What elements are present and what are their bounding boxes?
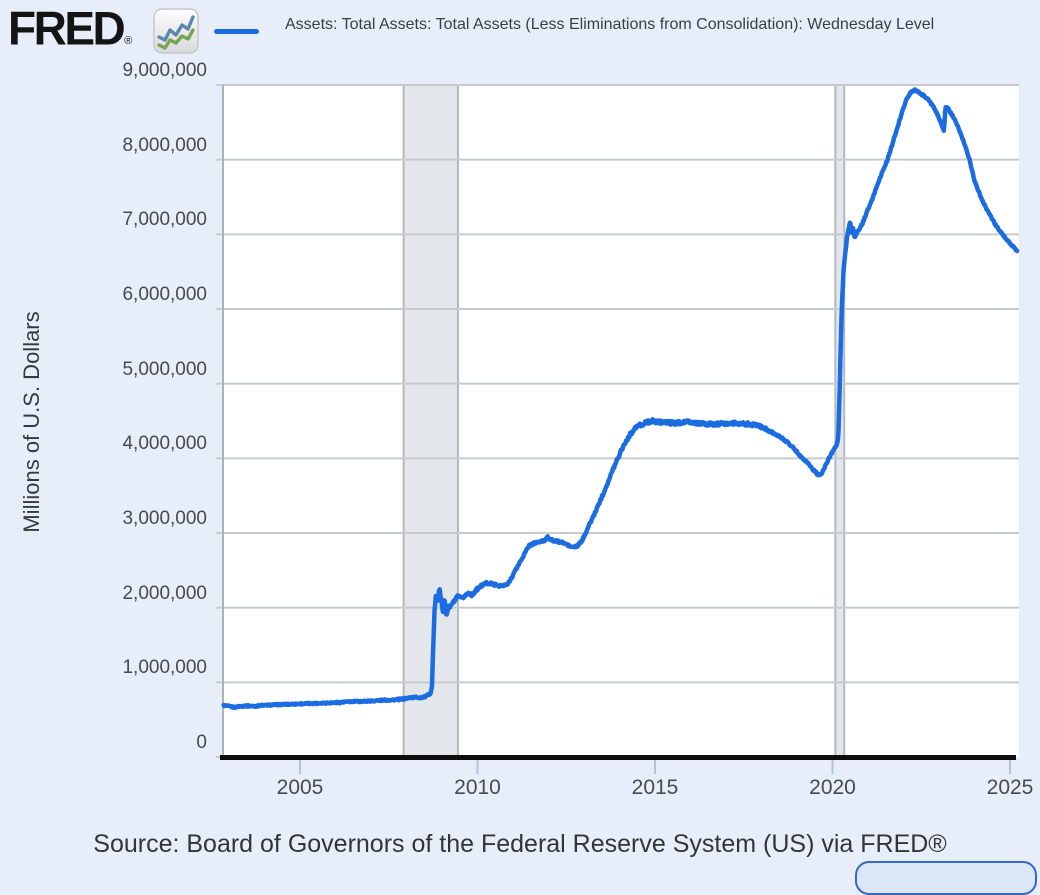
y-tick-label: 1,000,000 [122, 657, 207, 679]
y-tick-label: 2,000,000 [122, 582, 207, 604]
registered-mark: ® [124, 35, 133, 48]
source-text: Source: Board of Governors of the Federa… [93, 830, 947, 858]
x-tick-label: 2020 [809, 776, 856, 799]
series-line [221, 87, 1020, 711]
fred-logo: FRED ® [8, 1, 133, 55]
y-tick-label: 7,000,000 [122, 209, 207, 231]
y-tick-label: 4,000,000 [122, 433, 207, 455]
y-tick-label: 3,000,000 [122, 508, 207, 529]
fred-logo-text: FRED [8, 1, 126, 55]
fred-logo-chart-icon [153, 8, 199, 54]
legend-label: Assets: Total Assets: Total Assets (Less… [285, 16, 935, 33]
partial-button[interactable] [855, 861, 1037, 895]
x-tick-label: 2005 [276, 776, 324, 799]
y-tick-label: 8,000,000 [122, 134, 207, 156]
plot-background [222, 85, 1019, 757]
recession-band [403, 85, 458, 757]
y-tick-label: 6,000,000 [122, 284, 207, 305]
y-tick-label: 0 [196, 732, 207, 753]
x-tick-label: 2025 [986, 776, 1034, 799]
x-tick-label: 2015 [631, 776, 679, 799]
legend-line-swatch [214, 29, 259, 34]
y-axis-title: Millions of U.S. Dollars [19, 311, 44, 533]
x-tick-label: 2010 [454, 776, 501, 799]
y-tick-label: 9,000,000 [122, 60, 207, 81]
chart-plot-area [216, 84, 1020, 774]
y-tick-label: 5,000,000 [122, 358, 207, 380]
